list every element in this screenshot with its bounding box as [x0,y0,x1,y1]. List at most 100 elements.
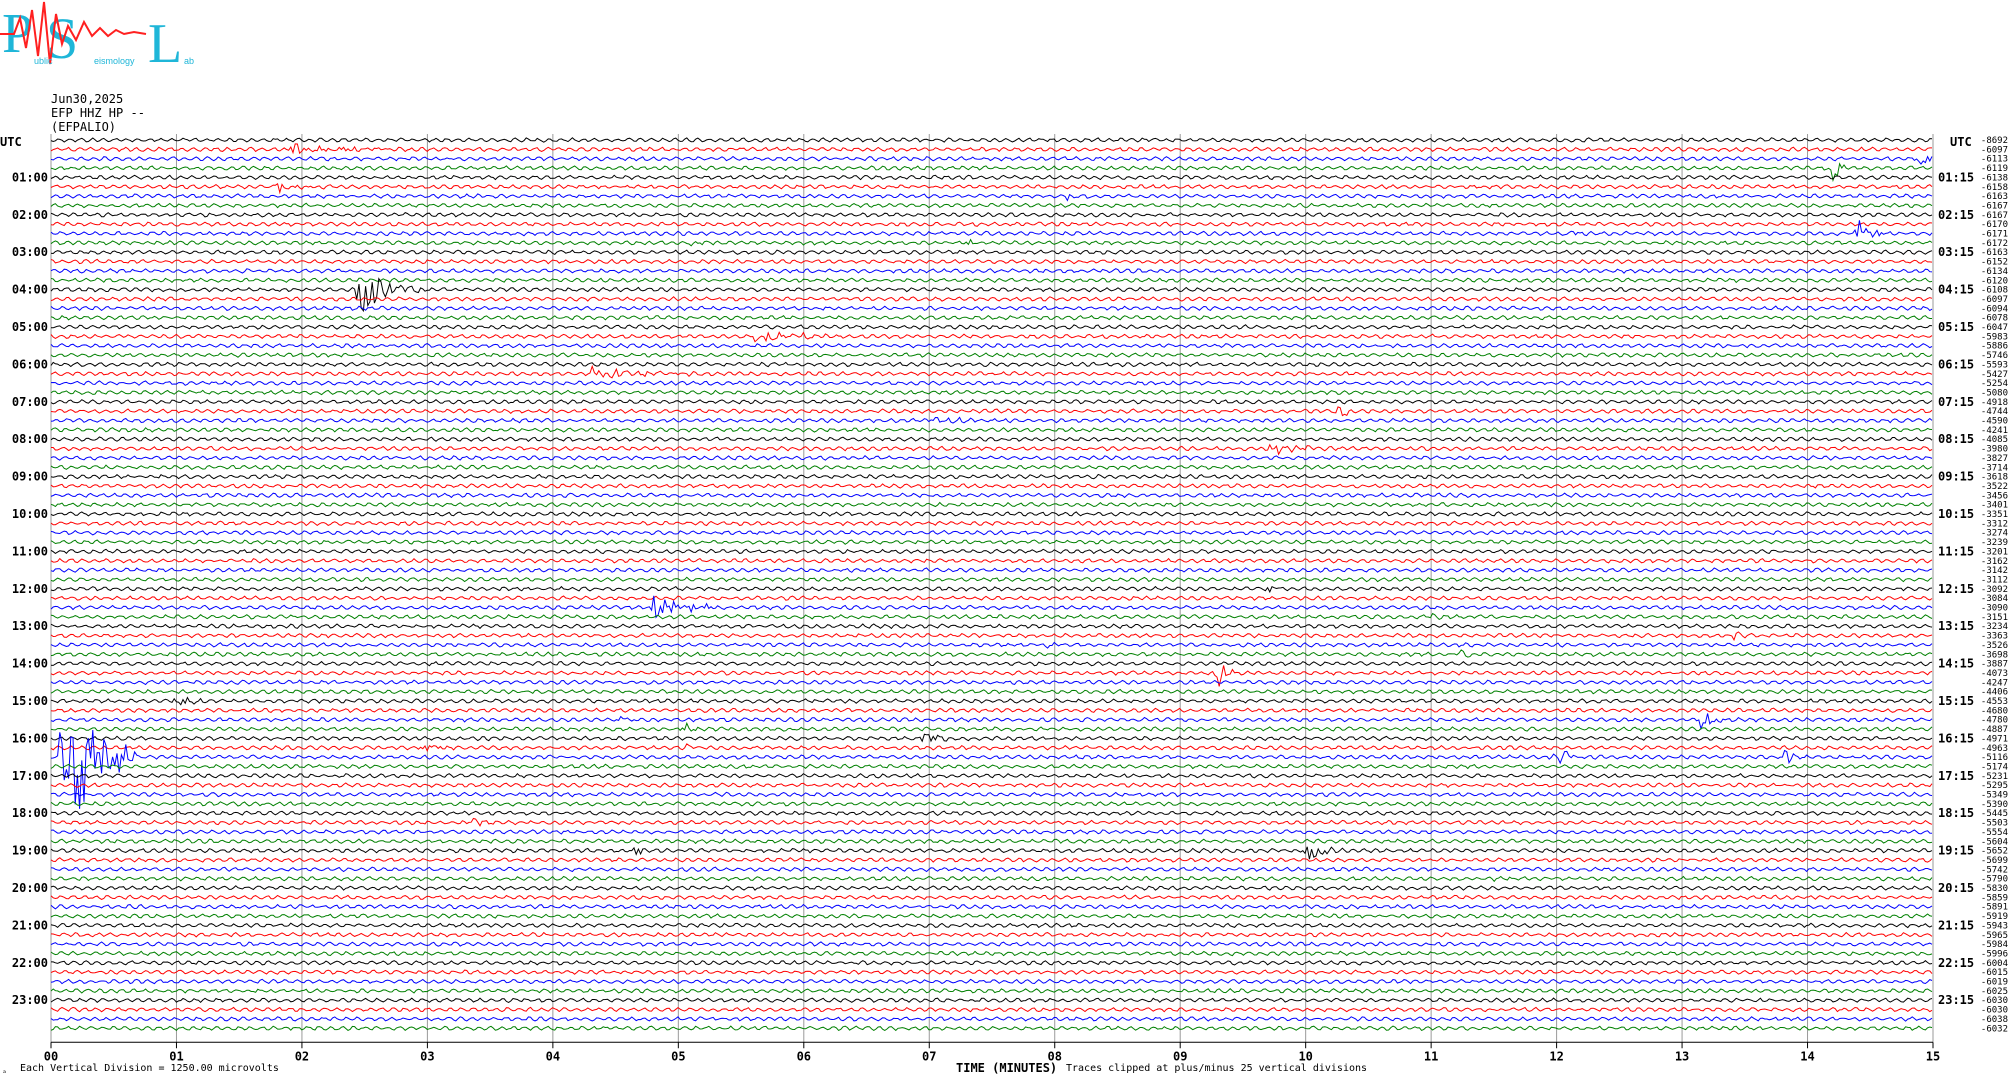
row-offset-label: -5652 [1981,847,2008,857]
row-offset-label: -6047 [1981,323,2008,333]
trace-line [50,137,1933,143]
right-hour-label: 09:15 [1938,470,1974,484]
trace-line [50,155,1933,165]
logo-word-lab: ab [184,56,194,66]
left-hour-label: 03:00 [12,245,48,259]
trace-line [51,324,1933,330]
row-offset-label: -5790 [1981,875,2008,885]
left-hour-label: 22:00 [12,956,48,970]
x-axis-title: TIME (MINUTES) [956,1061,1057,1075]
row-offset-label: -3456 [1981,491,2008,501]
row-offset-label: -3698 [1981,650,2008,660]
row-offset-label: -6171 [1981,230,2008,240]
x-tick-label: 10 [1298,1049,1312,1063]
trace-line [50,398,1933,405]
left-hour-label: 16:00 [12,731,48,745]
right-hour-label: 21:15 [1938,918,1974,932]
x-tick-label: 01 [169,1049,183,1063]
trace-line [50,539,1933,545]
row-offset-label: -3090 [1981,604,2008,614]
x-tick-label: 06 [797,1049,811,1063]
trace-line [50,763,1933,770]
right-hour-label: 20:15 [1938,881,1974,895]
row-offset-label: -6025 [1981,987,2008,997]
row-offset-label: -4553 [1981,697,2008,707]
trace-line [50,576,1933,583]
channel-code: EFP HHZ HP -- [51,106,145,120]
right-hour-label: 10:15 [1938,507,1974,521]
row-offset-label: -6158 [1981,183,2008,193]
corner-mark: ₐ [2,1066,7,1075]
row-offset-label: -4241 [1981,426,2008,436]
left-hour-label: 04:00 [12,283,48,297]
right-hour-label: 05:15 [1938,320,1974,334]
row-offset-label: -5593 [1981,360,2008,370]
trace-line [50,557,1933,564]
right-hour-label: 01:15 [1938,170,1974,184]
row-offset-label: -5943 [1981,921,2008,931]
row-offset-label: -6015 [1981,968,2008,978]
row-offset-label: -5427 [1981,370,2008,380]
row-offset-label: -6030 [1981,1006,2008,1016]
row-offset-label: -6152 [1981,258,2008,268]
row-offset-label: -6167 [1981,211,2008,221]
row-offset-label: -5965 [1981,931,2008,941]
left-hour-label: 13:00 [12,619,48,633]
row-offset-label: -6113 [1981,155,2008,165]
row-offset-label: -3142 [1981,566,2008,576]
row-offset-label: -8692 [1981,136,2008,146]
trace-line [50,866,1933,873]
left-hour-label: 11:00 [12,544,48,558]
row-offset-label: -6120 [1981,276,2008,286]
left-hour-label: 10:00 [12,507,48,521]
row-offset-label: -3401 [1981,501,2008,511]
left-hour-label: 12:00 [12,582,48,596]
logo-letter-l: L [148,13,182,72]
x-tick-label: 03 [420,1049,434,1063]
right-hour-label: 08:15 [1938,432,1974,446]
trace-line [50,143,1932,155]
left-hour-label: 02:00 [12,208,48,222]
trace-line [50,268,1933,274]
right-hour-label: 16:15 [1938,731,1974,745]
row-offset-label: -4887 [1981,725,2008,735]
x-tick-label: 08 [1048,1049,1062,1063]
left-axis-label: UTC [0,135,22,149]
row-offset-label: -5996 [1981,949,2008,959]
trace-line [50,258,1933,265]
row-offset-label: -3980 [1981,445,2008,455]
trace-line [50,903,1933,910]
row-offset-label: -5554 [1981,828,2008,838]
trace-line [50,885,1933,891]
row-offset-label: -5254 [1981,379,2008,389]
logo-word-seismology: eismology [94,56,135,66]
x-tick-label: 04 [546,1049,560,1063]
trace-line [50,950,1933,957]
x-tick-label: 11 [1424,1049,1438,1063]
left-hour-label: 01:00 [12,170,48,184]
trace-line [50,427,1933,433]
trace-line [50,314,1932,321]
x-tick-label: 00 [44,1049,58,1063]
trace-line [50,649,1933,658]
trace-line [50,941,1933,947]
right-hour-label: 13:15 [1938,619,1974,633]
row-offset-label: -4406 [1981,688,2008,698]
clip-note: Traces clipped at plus/minus 25 vertical… [1066,1063,1368,1074]
x-tick-label: 12 [1549,1049,1563,1063]
trace-line [50,520,1933,527]
trace-line [50,183,1933,195]
trace-line [50,721,1933,732]
trace-line [50,679,1933,686]
row-offset-label: -3887 [1981,660,2008,670]
left-hour-label: 08:00 [12,432,48,446]
trace-line [50,193,1933,202]
row-offset-label: -5390 [1981,800,2008,810]
station-name: (EFPALIO) [51,120,117,134]
trace-line [50,733,1933,743]
trace-line [50,707,1933,714]
x-tick-label: 15 [1926,1049,1940,1063]
trace-line [50,791,1933,798]
trace-line [50,631,1933,642]
